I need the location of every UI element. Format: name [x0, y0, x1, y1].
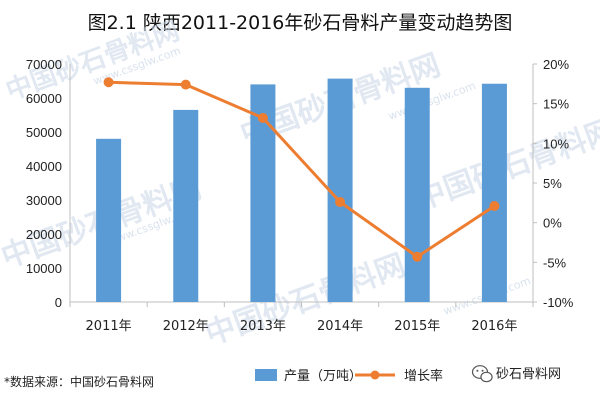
y-right-tick-label: 10% [543, 136, 569, 151]
y-right-tick-label: -5% [543, 255, 567, 270]
legend-swatch-bar [255, 369, 277, 381]
data-source-note: *数据来源：中国砂石骨料网 [4, 374, 154, 389]
y-right-tick-label: -10% [543, 295, 574, 310]
legend: 产量（万吨） 增长率 [255, 368, 443, 384]
brand-name: 砂石骨料网 [496, 367, 561, 382]
legend-swatch-marker [370, 370, 380, 380]
bar [327, 78, 353, 303]
line-series [103, 77, 500, 262]
brand-mark: 砂石骨料网 [471, 365, 561, 383]
y-right-tick-label: 0% [543, 216, 562, 231]
chart-title: 图2.1 陕西2011-2016年砂石骨料产量变动趋势图 [88, 12, 513, 34]
y-left-tick-label: 10000 [26, 261, 62, 276]
x-tick-label: 2013年 [240, 319, 286, 334]
y-left-tick-label: 0 [55, 295, 62, 310]
y-right-tick-label: 5% [543, 176, 562, 191]
y-right-tick-label: 15% [543, 97, 569, 112]
x-tick-label: 2011年 [86, 319, 132, 334]
y-left-tick-label: 20000 [26, 227, 62, 242]
growth-rate-point [489, 201, 500, 212]
growth-rate-point [257, 112, 268, 123]
x-tick-label: 2012年 [163, 319, 209, 334]
y-left-tick-label: 30000 [26, 193, 62, 208]
x-axis-ticks: 2011年 2012年 2013年 2014年 2015年 2016年 [86, 319, 518, 334]
growth-rate-point [412, 251, 423, 262]
bar [173, 109, 199, 303]
y-axis-left-ticks: 0 10000 20000 30000 40000 50000 60000 70000 [26, 57, 62, 310]
x-tick-label: 2016年 [471, 319, 517, 334]
bar [96, 138, 122, 302]
growth-rate-point [180, 79, 191, 90]
y-axis-right-ticks: -10% -5% 0% 5% 10% 15% 20% [533, 57, 574, 310]
x-tick-label: 2014年 [317, 319, 363, 334]
watermark-text: 中国砂石骨料网 [201, 248, 410, 353]
bar [481, 83, 507, 302]
bar [404, 87, 430, 302]
wechat-icon [471, 365, 493, 383]
y-left-tick-label: 60000 [26, 91, 62, 106]
growth-rate-point [335, 197, 346, 208]
legend-label-growth: 增长率 [404, 368, 443, 384]
growth-rate-line [108, 80, 496, 259]
legend-label-production: 产量（万吨） [284, 369, 362, 384]
y-left-tick-label: 40000 [26, 159, 62, 174]
y-left-tick-label: 70000 [26, 57, 62, 72]
y-right-tick-label: 20% [543, 57, 569, 72]
y-left-tick-label: 50000 [26, 125, 62, 140]
growth-rate-point [103, 77, 114, 88]
x-tick-label: 2015年 [394, 319, 440, 334]
